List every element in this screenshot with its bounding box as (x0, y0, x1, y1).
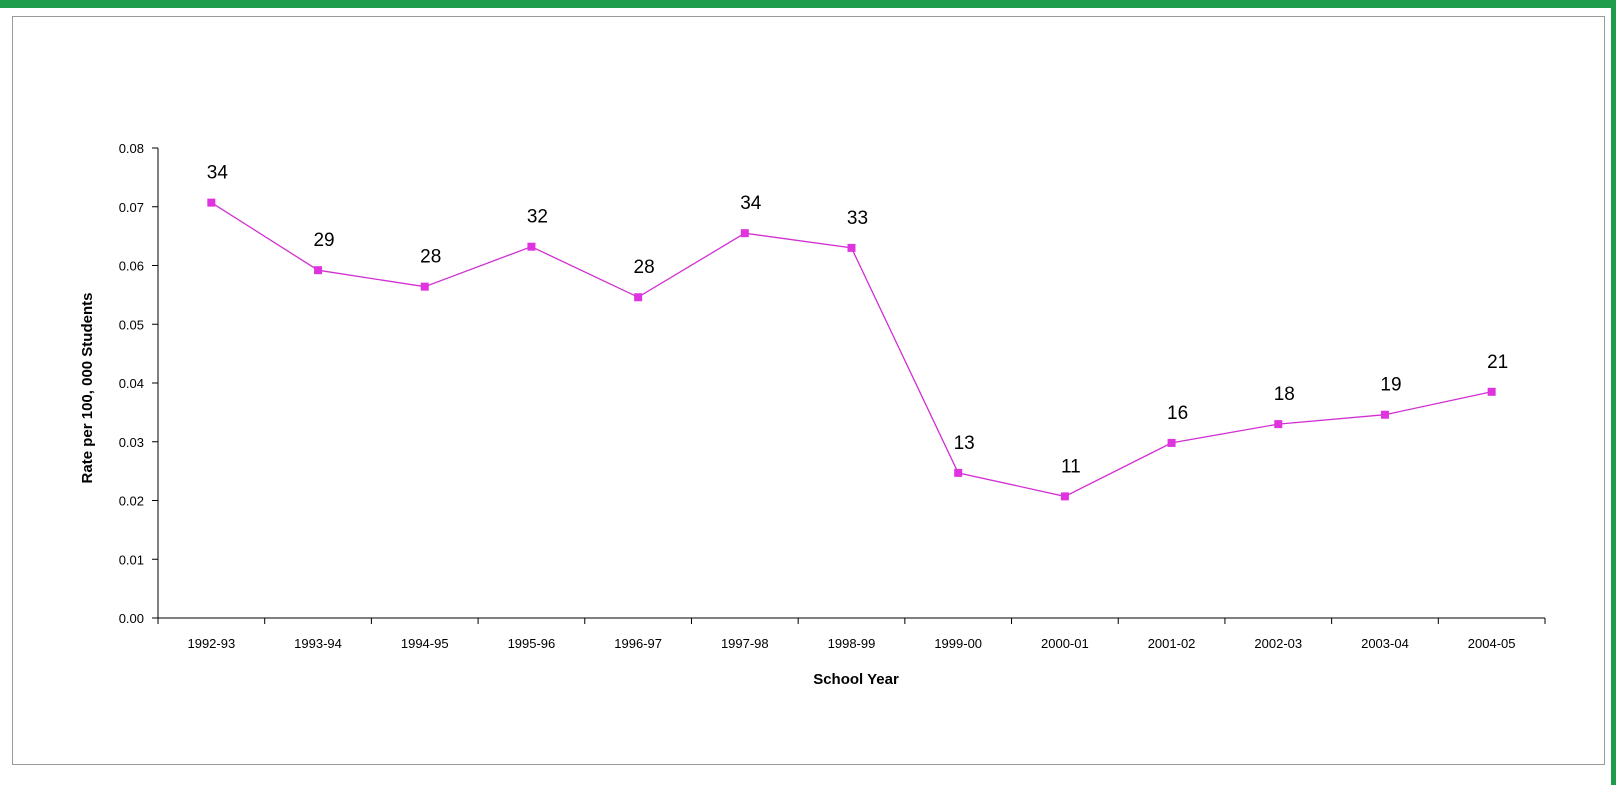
x-axis: 1992-93 1993-94 1994-95 1995-96 1996-97 1997-… (157, 617, 1546, 651)
data-label: 21 (1487, 352, 1508, 373)
y-axis: 0.00 0.01 0.02 0.03 0.04 0.05 0.06 0.07 0.08 (119, 141, 159, 626)
data-label: 11 (1061, 456, 1081, 477)
data-point-marker (1060, 492, 1069, 501)
x-axis-title: School Year (813, 671, 899, 688)
x-tick-label: 1993-94 (294, 636, 342, 651)
data-label: 34 (207, 163, 229, 184)
x-tick-label: 1997-98 (721, 636, 769, 651)
y-tick-label: 0.00 (119, 611, 144, 626)
data-point-marker (207, 198, 216, 207)
y-tick-label: 0.01 (119, 552, 144, 567)
data-label: 32 (527, 207, 548, 228)
data-point-marker (1167, 438, 1176, 447)
data-point-marker (1487, 387, 1496, 396)
data-label: 18 (1274, 384, 1295, 405)
data-point-marker (420, 282, 429, 291)
series-group (207, 198, 1496, 501)
x-tick-label: 2000-01 (1041, 636, 1089, 651)
x-tick-label: 2003-04 (1361, 636, 1409, 651)
data-label: 33 (847, 208, 868, 229)
y-tick-label: 0.06 (119, 259, 144, 274)
data-point-marker (954, 468, 963, 477)
y-axis-title: Rate per 100, 000 Students (79, 293, 96, 484)
data-point-marker (1274, 420, 1283, 429)
data-point-marker (847, 243, 856, 252)
x-tick-label: 2002-03 (1254, 636, 1302, 651)
data-point-marker (634, 293, 643, 302)
data-label: 13 (954, 433, 975, 454)
data-label: 28 (634, 257, 655, 278)
data-labels: 34 29 28 32 28 34 33 13 11 16 18 19 21 (207, 163, 1508, 478)
x-tick-label: 2004-05 (1468, 636, 1516, 651)
x-tick-label: 1996-97 (614, 636, 662, 651)
x-tick-label: 1998-99 (828, 636, 876, 651)
top-accent-bar (0, 0, 1616, 8)
x-tick-label: 1994-95 (401, 636, 449, 651)
y-tick-label: 0.04 (119, 376, 144, 391)
data-label: 34 (740, 193, 762, 214)
y-tick-label: 0.07 (119, 200, 144, 215)
x-tick-label: 2001-02 (1148, 636, 1196, 651)
y-tick-label: 0.08 (119, 141, 144, 156)
data-label: 28 (420, 247, 441, 268)
chart-frame (12, 16, 1605, 765)
data-point-marker (314, 266, 323, 275)
y-tick-label: 0.05 (119, 317, 144, 332)
data-point-marker (1380, 410, 1389, 419)
data-point-marker (527, 242, 536, 251)
data-point-marker (740, 229, 749, 238)
x-tick-label: 1992-93 (187, 636, 235, 651)
y-tick-label: 0.02 (119, 494, 144, 509)
data-label: 19 (1380, 375, 1401, 396)
y-tick-label: 0.03 (119, 435, 144, 450)
x-tick-label: 1999-00 (934, 636, 982, 651)
x-tick-label: 1995-96 (508, 636, 556, 651)
right-accent-bar (1611, 0, 1616, 785)
data-label: 29 (313, 230, 334, 251)
data-label: 16 (1167, 403, 1188, 424)
